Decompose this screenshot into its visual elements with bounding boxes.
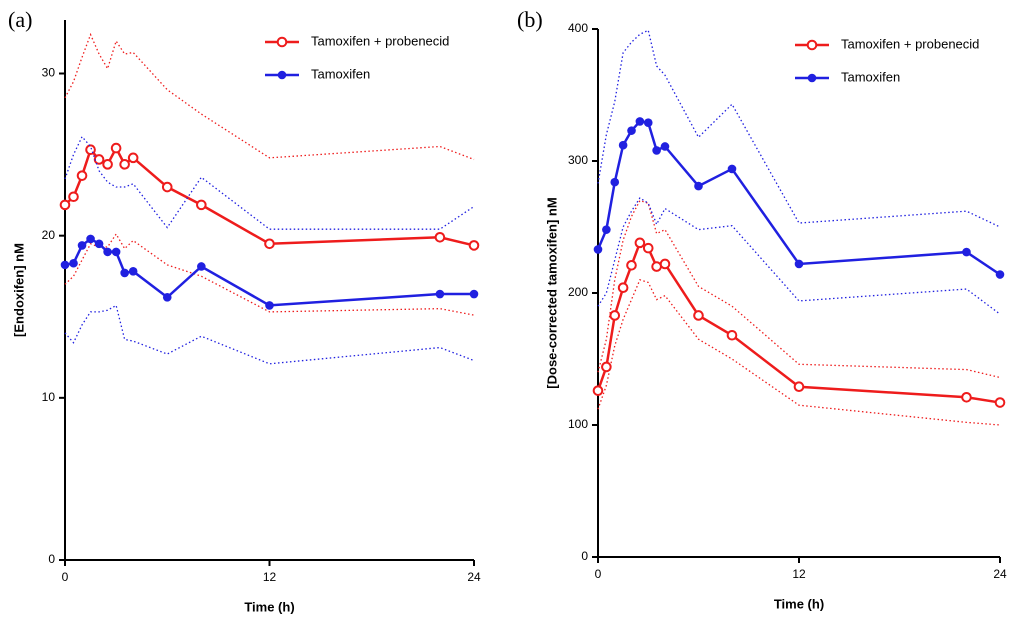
- marker: [94, 239, 104, 249]
- legend-marker: [807, 73, 817, 83]
- legend-label: Tamoxifen: [841, 69, 900, 84]
- marker: [468, 240, 480, 251]
- marker: [660, 142, 670, 151]
- legend-label: Tamoxifen: [311, 66, 370, 81]
- marker: [962, 247, 971, 257]
- x-tick-label: 0: [595, 567, 602, 581]
- marker: [265, 301, 274, 310]
- marker: [694, 181, 703, 191]
- y-tick-label: 400: [568, 21, 588, 35]
- confidence-band: [597, 199, 1001, 379]
- x-tick-label: 24: [993, 567, 1007, 581]
- confidence-band: [597, 279, 1001, 426]
- marker: [76, 170, 88, 181]
- marker: [434, 231, 446, 243]
- marker: [110, 142, 122, 154]
- marker: [86, 234, 95, 244]
- marker: [643, 118, 653, 128]
- marker: [111, 247, 121, 257]
- marker: [726, 329, 738, 341]
- marker: [659, 258, 671, 270]
- marker: [103, 247, 112, 257]
- marker: [162, 292, 172, 302]
- marker: [617, 282, 629, 294]
- marker: [60, 260, 70, 270]
- marker: [794, 259, 804, 269]
- marker: [635, 117, 645, 126]
- marker: [196, 199, 207, 211]
- marker: [128, 267, 138, 276]
- confidence-band: [64, 135, 475, 230]
- marker: [69, 258, 78, 268]
- marker: [593, 245, 603, 254]
- y-tick-label: 0: [581, 549, 588, 563]
- legend-label: Tamoxifen + probenecid: [841, 36, 979, 51]
- marker: [652, 146, 661, 155]
- y-axis-label: [Endoxifen] nM: [11, 243, 26, 337]
- marker: [601, 361, 612, 373]
- marker: [120, 268, 129, 278]
- confidence-band: [597, 197, 1001, 315]
- marker: [592, 385, 604, 396]
- y-tick-label: 0: [48, 552, 55, 566]
- y-tick-label: 200: [568, 285, 588, 299]
- legend-marker: [277, 70, 287, 80]
- legend-marker: [276, 36, 288, 48]
- marker: [77, 241, 87, 250]
- y-tick-label: 300: [568, 153, 588, 167]
- x-axis-label: Time (h): [244, 599, 294, 614]
- marker: [634, 237, 646, 249]
- marker: [793, 381, 805, 393]
- confidence-band: [597, 29, 1001, 228]
- marker: [693, 310, 704, 321]
- marker: [609, 310, 621, 321]
- marker: [264, 238, 275, 250]
- x-tick-label: 0: [62, 570, 69, 584]
- marker: [626, 259, 637, 271]
- y-tick-label: 20: [42, 228, 56, 242]
- series-line: [596, 120, 1001, 276]
- confidence-band: [64, 232, 475, 316]
- y-tick-label: 10: [42, 390, 56, 404]
- marker: [59, 199, 71, 211]
- marker: [627, 126, 636, 135]
- marker: [995, 270, 1005, 279]
- marker: [642, 242, 654, 254]
- y-tick-label: 100: [568, 417, 588, 431]
- x-axis-label: Time (h): [774, 596, 824, 611]
- marker: [727, 164, 737, 174]
- marker: [994, 397, 1006, 408]
- marker: [435, 289, 445, 299]
- marker: [469, 289, 479, 299]
- marker: [602, 225, 611, 234]
- x-tick-label: 24: [467, 570, 481, 584]
- y-tick-label: 30: [42, 66, 56, 80]
- marker: [102, 159, 113, 170]
- y-axis-label: [Dose-corrected tamoxifen] nM: [544, 197, 559, 388]
- panel-label: (a): [8, 7, 32, 32]
- marker: [610, 177, 620, 187]
- marker: [127, 152, 139, 164]
- panel-label: (b): [517, 7, 543, 32]
- marker: [161, 181, 173, 193]
- x-tick-label: 12: [792, 567, 806, 581]
- marker: [618, 140, 628, 150]
- marker: [961, 391, 972, 403]
- marker: [93, 154, 105, 165]
- marker: [651, 261, 662, 272]
- marker: [85, 144, 96, 156]
- confidence-band: [64, 32, 475, 161]
- x-tick-label: 12: [263, 570, 277, 584]
- legend-label: Tamoxifen + probenecid: [311, 33, 449, 48]
- confidence-band: [64, 304, 475, 365]
- marker: [68, 191, 79, 203]
- marker: [197, 262, 206, 271]
- marker: [119, 159, 130, 170]
- legend-marker: [806, 39, 818, 51]
